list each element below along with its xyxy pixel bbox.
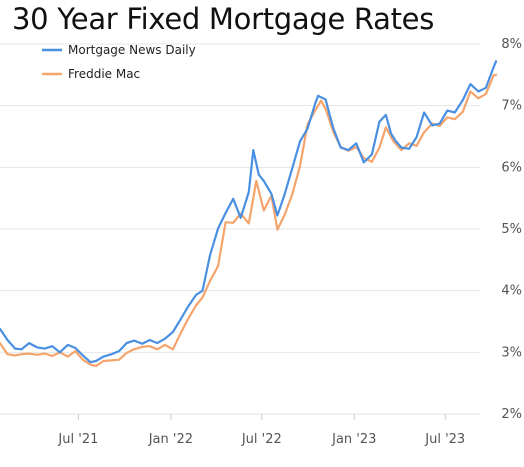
chart-title: 30 Year Fixed Mortgage Rates: [12, 2, 435, 36]
series-line-mortgage-news-daily: [0, 60, 498, 364]
x-axis-ticks: Jul '21 Jan '22 Jul '22 Jan '23 Jul '23: [57, 414, 465, 447]
y-tick-label: 7%: [501, 99, 522, 114]
gridlines: [0, 43, 480, 415]
x-tick-label: Jul '22: [241, 432, 282, 447]
x-tick-label: Jul '23: [424, 432, 465, 447]
legend: Mortgage News Daily Freddie Mac: [42, 43, 196, 81]
x-tick-label: Jan '22: [148, 432, 193, 447]
y-tick-label: 6%: [501, 160, 522, 175]
x-tick-label: Jul '21: [57, 432, 98, 447]
legend-label: Mortgage News Daily: [68, 43, 196, 57]
series-line-freddie-mac: [0, 73, 498, 367]
series-lines: [0, 60, 498, 367]
legend-label: Freddie Mac: [68, 67, 140, 81]
y-tick-label: 3%: [501, 345, 522, 360]
y-tick-label: 8%: [501, 37, 522, 52]
y-tick-label: 4%: [501, 284, 522, 299]
y-axis-ticks: 2% 3% 4% 5% 6% 7% 8%: [501, 37, 522, 422]
y-tick-label: 5%: [501, 222, 522, 237]
x-tick-label: Jan '23: [331, 432, 376, 447]
y-tick-label: 2%: [501, 407, 522, 422]
